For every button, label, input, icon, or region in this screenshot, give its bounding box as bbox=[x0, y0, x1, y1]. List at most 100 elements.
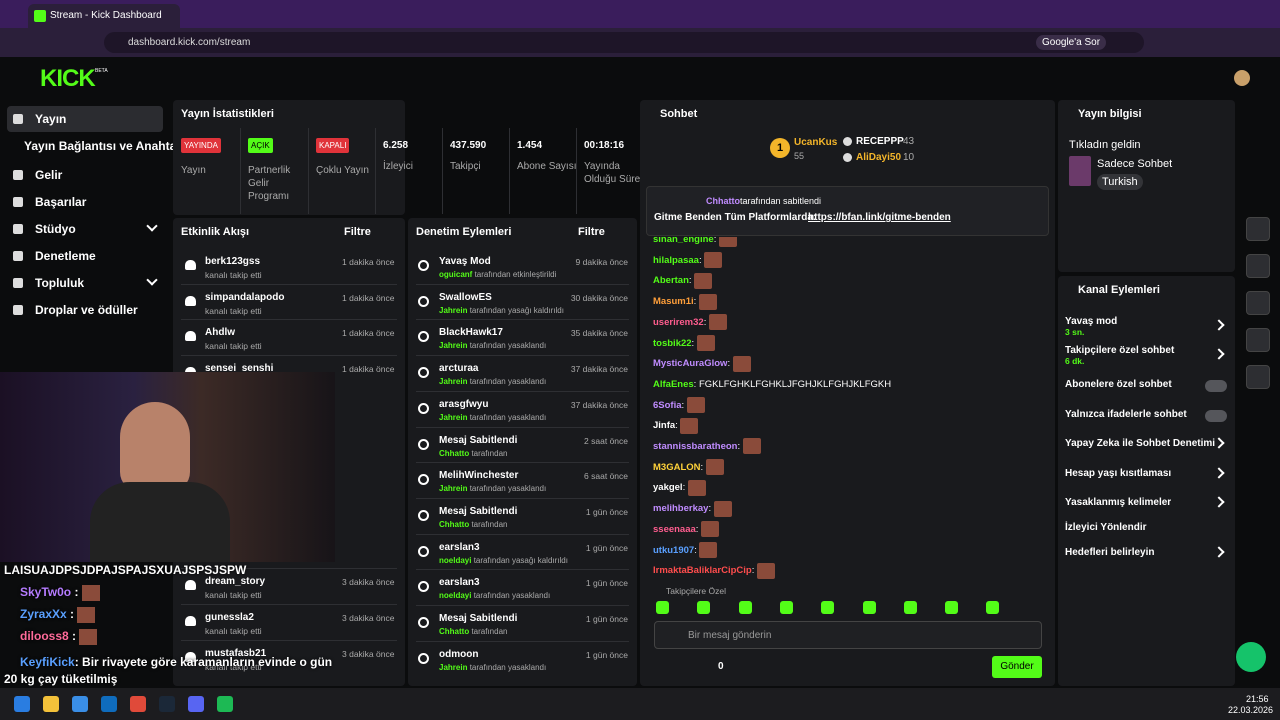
chevron[interactable] bbox=[1213, 546, 1225, 558]
action-label[interactable]: Hesap yaşı kısıtlaması bbox=[1065, 468, 1172, 479]
moderator[interactable]: Jahrein bbox=[439, 377, 468, 387]
action-label[interactable]: Takipçilere özel sohbet bbox=[1065, 345, 1175, 356]
action-label[interactable]: Yalnızca ifadelerle sohbet bbox=[1065, 409, 1187, 420]
moderator[interactable]: noeldayi bbox=[439, 591, 472, 601]
nav-item[interactable]: Stüdyo bbox=[35, 222, 76, 236]
send-button[interactable]: Gönder bbox=[992, 656, 1042, 678]
nav-item[interactable]: Topluluk bbox=[35, 276, 85, 290]
moderator[interactable]: Chhatto bbox=[439, 627, 470, 636]
chat-username[interactable]: 6Sofia bbox=[653, 399, 682, 411]
chat-username[interactable]: IrmaktaBaliklarCipCip bbox=[653, 565, 752, 577]
tool-button[interactable] bbox=[1246, 291, 1270, 315]
chevron[interactable] bbox=[1213, 496, 1225, 508]
taskbar-icon[interactable] bbox=[130, 696, 146, 712]
taskbar-icon[interactable] bbox=[188, 696, 204, 712]
moderator[interactable]: noeldayi bbox=[439, 555, 472, 565]
tool-button[interactable] bbox=[1246, 365, 1270, 389]
taskbar-icon[interactable] bbox=[159, 696, 175, 712]
action-label[interactable]: Abonelere özel sohbet bbox=[1065, 379, 1172, 390]
moderator[interactable]: Chhatto bbox=[439, 519, 470, 529]
emote-button[interactable] bbox=[821, 601, 835, 614]
tag[interactable]: Turkish bbox=[1097, 174, 1143, 190]
chevron[interactable] bbox=[1213, 467, 1225, 479]
action-label[interactable]: Yavaş mod bbox=[1065, 316, 1118, 327]
username[interactable]: gunessla2 bbox=[205, 612, 254, 623]
moderator[interactable]: Jahrein bbox=[439, 662, 468, 672]
category[interactable]: Sadece Sohbet bbox=[1097, 158, 1173, 170]
chat-username[interactable]: AlfaEnes bbox=[653, 378, 694, 390]
moderator[interactable]: oguicanf bbox=[439, 270, 473, 279]
filter[interactable]: Filtre bbox=[344, 226, 371, 238]
emote-button[interactable] bbox=[697, 601, 711, 614]
action-label[interactable]: Hedefleri belirleyin bbox=[1065, 547, 1155, 558]
action-label[interactable]: Yapay Zeka ile Sohbet Denetimi bbox=[1065, 438, 1216, 449]
nav-item[interactable]: Yayın bbox=[35, 112, 67, 126]
chat-username[interactable]: melihberkay bbox=[653, 503, 709, 515]
pin-user[interactable]: Chhatto bbox=[706, 196, 740, 206]
chat-username[interactable]: stannissbaratheon bbox=[653, 441, 738, 452]
url-field[interactable]: dashboard.kick.com/stream Google'a Sor bbox=[104, 32, 1144, 53]
emote-button[interactable] bbox=[738, 601, 752, 614]
nav-item[interactable]: Droplar ve ödüller bbox=[35, 303, 138, 317]
tool-button[interactable] bbox=[1246, 217, 1270, 241]
toggle[interactable] bbox=[1205, 380, 1227, 392]
google-button[interactable]: Google'a Sor bbox=[1036, 35, 1107, 50]
username[interactable]: sensei_senshi bbox=[205, 362, 274, 374]
emote-button[interactable] bbox=[945, 601, 959, 614]
tool-button[interactable] bbox=[1246, 143, 1270, 167]
filter[interactable]: Filtre bbox=[578, 226, 605, 238]
username[interactable]: mustafasb21 bbox=[205, 647, 267, 659]
toggle[interactable] bbox=[1205, 410, 1227, 422]
username[interactable]: Ahdlw bbox=[205, 327, 235, 339]
moderator[interactable]: Jahrein bbox=[439, 341, 468, 351]
action-label[interactable]: Yasaklanmış kelimeler bbox=[1065, 497, 1172, 508]
avatar[interactable] bbox=[1234, 70, 1250, 86]
nav-item[interactable]: Başarılar bbox=[35, 195, 87, 209]
taskbar-icon[interactable] bbox=[43, 696, 59, 712]
tool-button[interactable] bbox=[1246, 106, 1270, 130]
tool-button[interactable] bbox=[1246, 328, 1270, 352]
chat-username[interactable]: hilalpasaa bbox=[653, 254, 699, 266]
taskbar-icon[interactable] bbox=[72, 696, 88, 712]
nav-chevron[interactable] bbox=[146, 220, 158, 232]
action-label[interactable]: İzleyici Yönlendir bbox=[1065, 522, 1147, 533]
chat-username[interactable]: sseenaaa bbox=[653, 523, 696, 535]
username[interactable]: simpandalapodo bbox=[205, 291, 285, 303]
taskbar-icon[interactable] bbox=[217, 696, 233, 712]
chat-username[interactable]: tosbik22 bbox=[653, 337, 692, 349]
taskbar-icon[interactable] bbox=[101, 696, 117, 712]
help-button[interactable] bbox=[1236, 642, 1266, 672]
chat-username[interactable]: userirem32 bbox=[653, 316, 704, 328]
chat-input[interactable]: Bir mesaj gönderin bbox=[654, 621, 1042, 649]
chat-username[interactable]: Masum1i bbox=[653, 296, 694, 308]
chevron[interactable] bbox=[1213, 319, 1225, 331]
username[interactable]: berk123gss bbox=[205, 256, 261, 267]
emote-button[interactable] bbox=[779, 601, 793, 614]
tool-button[interactable] bbox=[1246, 402, 1270, 426]
tab[interactable]: Stream - Kick Dashboard bbox=[28, 4, 180, 28]
nav-item[interactable]: Gelir bbox=[35, 168, 63, 182]
chat-username[interactable]: Abertan bbox=[653, 275, 689, 287]
chevron[interactable] bbox=[1213, 348, 1225, 360]
chat-username[interactable]: sinan_engine bbox=[653, 234, 714, 245]
leader-name[interactable]: AliDayi50 bbox=[856, 152, 902, 163]
username[interactable]: dream_story bbox=[205, 576, 266, 588]
moderator[interactable]: Chhatto bbox=[439, 448, 470, 458]
pin-link[interactable]: https://bfan.link/gitme-benden bbox=[808, 212, 951, 223]
nav-item[interactable]: Yayın Bağlantısı ve Anahtarı bbox=[24, 139, 185, 153]
logo[interactable]: KICK bbox=[40, 65, 96, 92]
leader-name[interactable]: UcanKus bbox=[794, 137, 838, 148]
emote-button[interactable] bbox=[862, 601, 876, 614]
tool-button[interactable] bbox=[1246, 180, 1270, 204]
chat-username[interactable]: utku1907 bbox=[653, 544, 695, 556]
leader-name[interactable]: RECEPPP bbox=[856, 136, 904, 147]
chat-username[interactable]: M3GALON bbox=[653, 461, 701, 473]
emote-button[interactable] bbox=[986, 601, 1000, 614]
nav-item[interactable]: Denetleme bbox=[35, 249, 96, 263]
taskbar-icon[interactable] bbox=[14, 696, 30, 712]
moderator[interactable]: Jahrein bbox=[439, 412, 468, 422]
moderator[interactable]: Jahrein bbox=[439, 484, 468, 494]
tool-button[interactable] bbox=[1246, 254, 1270, 278]
emote-button[interactable] bbox=[656, 601, 669, 614]
emote-button[interactable] bbox=[903, 601, 917, 614]
